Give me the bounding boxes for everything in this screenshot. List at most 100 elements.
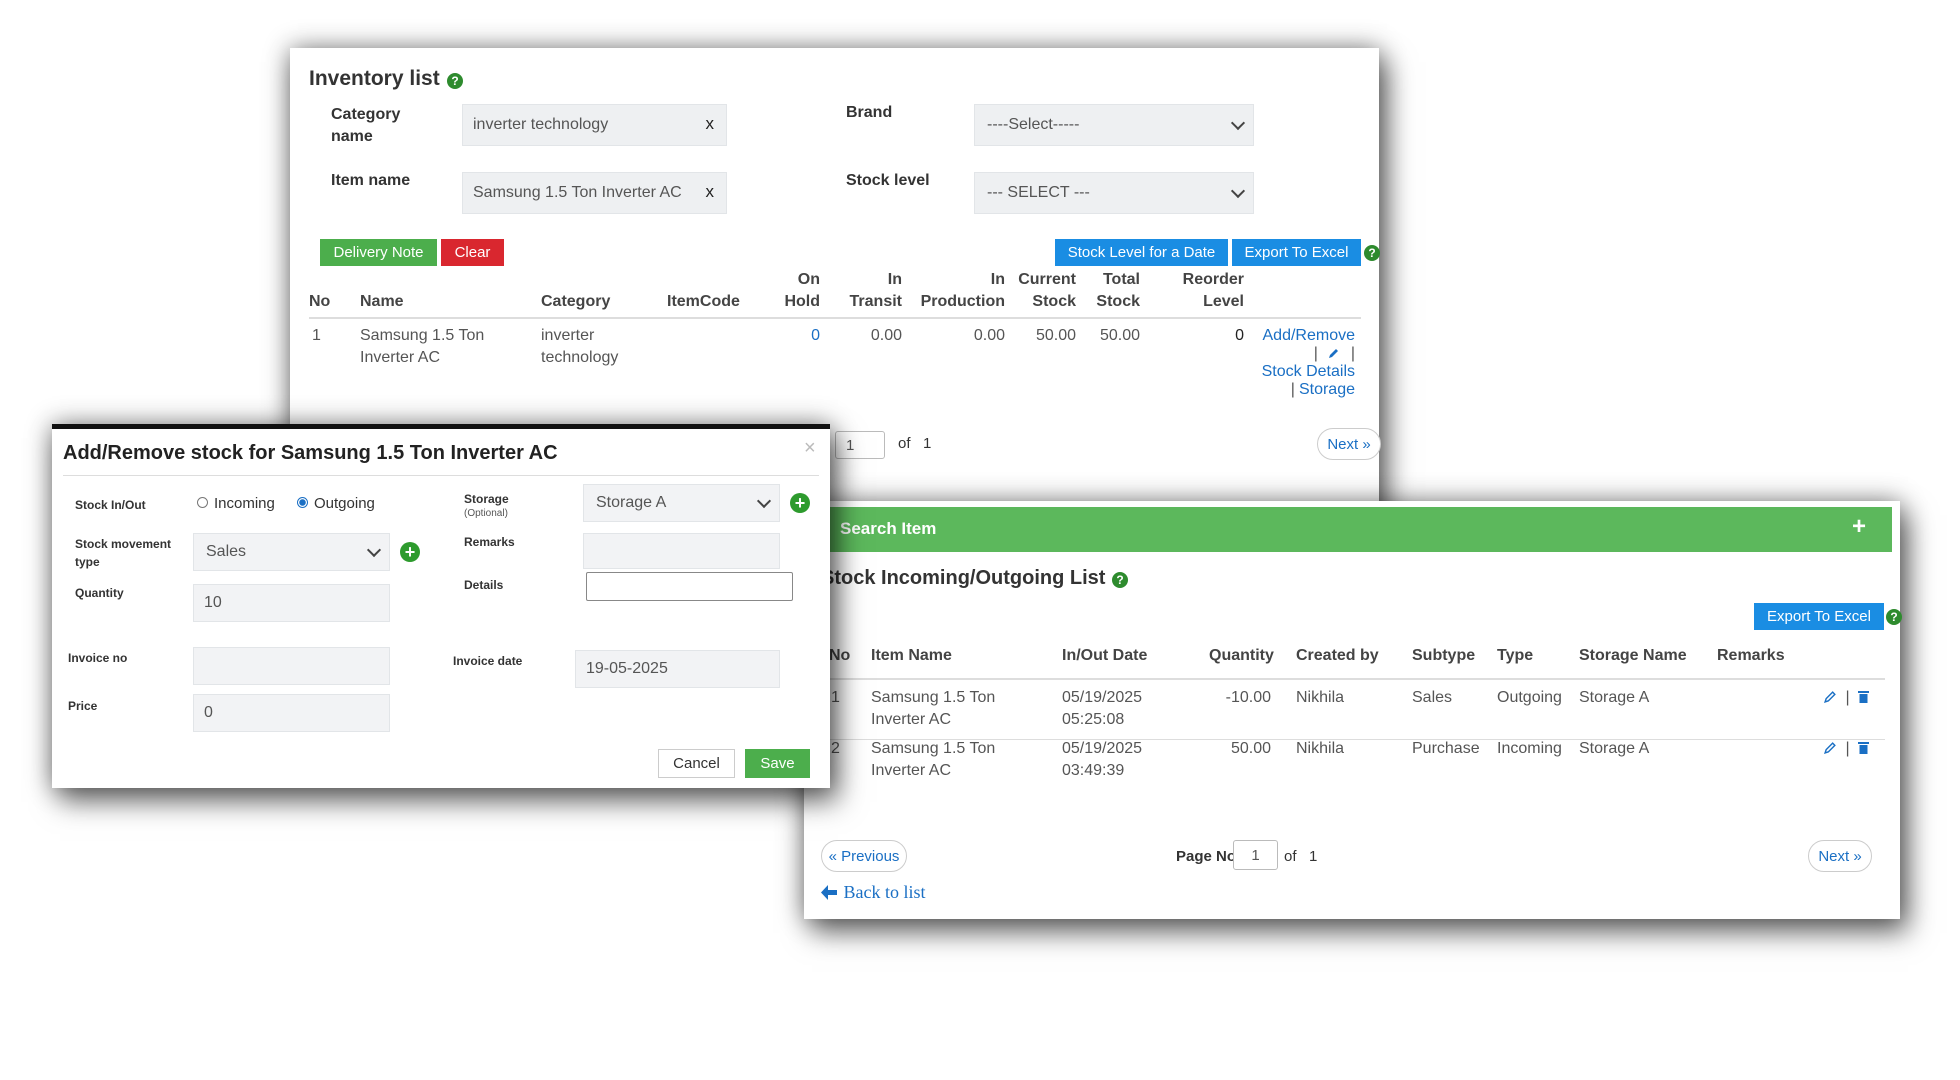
pencil-icon[interactable] <box>1328 347 1340 359</box>
clear-button[interactable]: Clear <box>441 239 504 266</box>
help-icon[interactable]: ? <box>1112 572 1128 588</box>
plus-icon[interactable]: + <box>1851 513 1866 540</box>
modal-divider <box>63 475 819 476</box>
price-field[interactable]: 0 <box>193 694 390 732</box>
storage-select-value: Storage A <box>596 494 667 511</box>
page-number-input[interactable]: 1 <box>1233 840 1278 870</box>
search-item-header[interactable]: Search Item + <box>812 507 1892 552</box>
col-no: No <box>309 293 331 310</box>
export-excel-button[interactable]: Export To Excel <box>1232 239 1361 266</box>
row-subtype: Purchase <box>1412 740 1480 757</box>
storage-optional-label: (Optional) <box>464 508 508 519</box>
row-storage: Storage A <box>1579 689 1650 706</box>
help-icon[interactable]: ? <box>1364 245 1380 261</box>
category-value: inverter technology <box>473 116 609 133</box>
quantity-field[interactable]: 10 <box>193 584 390 622</box>
back-to-list-link[interactable]: Back to list <box>821 882 926 903</box>
remarks-label: Remarks <box>464 535 515 549</box>
modal-title: Add/Remove stock for Samsung 1.5 Ton Inv… <box>63 442 558 464</box>
help-icon[interactable]: ? <box>1886 609 1902 625</box>
row-quantity: -10.00 <box>1225 689 1271 706</box>
row-date: 05/19/2025 05:25:08 <box>1062 689 1143 728</box>
col-current-stock: Current Stock <box>1018 271 1076 310</box>
of-label: of 1 <box>1284 848 1318 865</box>
add-storage-icon[interactable]: + <box>790 493 810 513</box>
inventory-next-button[interactable]: Next » <box>1317 428 1381 460</box>
item-name-field[interactable]: Samsung 1.5 Ton Inverter AC x <box>462 172 727 214</box>
back-to-list-label: Back to list <box>843 882 926 902</box>
price-value: 0 <box>204 704 213 721</box>
chevron-down-icon <box>756 493 772 509</box>
row-quantity: 50.00 <box>1230 740 1271 757</box>
cancel-button[interactable]: Cancel <box>658 749 735 778</box>
outgoing-label: Outgoing <box>314 495 375 512</box>
page-value: 1 <box>846 436 855 454</box>
help-icon[interactable]: ? <box>447 73 463 89</box>
movement-type-select[interactable]: Sales <box>193 533 390 571</box>
storage-link[interactable]: Storage <box>1298 381 1355 398</box>
arrow-left-icon <box>821 885 837 900</box>
row-date: 05/19/2025 03:49:39 <box>1062 740 1143 779</box>
incoming-label: Incoming <box>214 495 275 512</box>
col-inout-date: In/Out Date <box>1062 647 1148 664</box>
add-movement-type-icon[interactable]: + <box>400 542 420 562</box>
page-value: 1 <box>1251 846 1260 864</box>
outgoing-radio[interactable]: Outgoing <box>297 495 375 512</box>
save-button[interactable]: Save <box>745 749 810 778</box>
col-onhold: On Hold <box>784 271 820 310</box>
close-icon[interactable]: × <box>804 437 816 459</box>
previous-button[interactable]: « Previous <box>821 840 907 872</box>
col-total-stock: Total Stock <box>1096 271 1140 310</box>
chevron-down-icon <box>366 542 382 558</box>
pencil-icon[interactable] <box>1823 741 1837 755</box>
inventory-page-input[interactable]: 1 <box>835 431 885 459</box>
category-field[interactable]: inverter technology x <box>462 104 727 146</box>
trash-icon[interactable] <box>1858 690 1870 703</box>
stock-level-select[interactable]: --- SELECT --- <box>974 172 1254 214</box>
delivery-note-button[interactable]: Delivery Note <box>320 239 437 266</box>
row-item-name: Samsung 1.5 Ton Inverter AC <box>871 689 996 728</box>
header-divider <box>309 317 1361 319</box>
radio-button[interactable] <box>297 496 308 508</box>
next-button[interactable]: Next » <box>1808 840 1872 872</box>
sep: | <box>1313 345 1318 362</box>
row-total-stock: 50.00 <box>1099 327 1140 344</box>
col-no: No <box>829 647 851 664</box>
incoming-radio[interactable]: Incoming <box>197 495 275 512</box>
stock-level-label: Stock level <box>846 172 930 189</box>
pencil-icon[interactable] <box>1823 690 1837 704</box>
invoice-date-value: 19-05-2025 <box>586 660 668 677</box>
add-remove-link[interactable]: Add/Remove <box>1262 327 1356 344</box>
row-onhold-link[interactable]: 0 <box>811 327 820 344</box>
invoice-date-field[interactable]: 19-05-2025 <box>575 650 780 688</box>
stock-export-excel-button[interactable]: Export To Excel <box>1754 603 1884 630</box>
stock-details-link[interactable]: Stock Details <box>1261 363 1355 380</box>
storage-select[interactable]: Storage A <box>583 484 780 522</box>
stock-level-select-value: --- SELECT --- <box>987 184 1090 201</box>
invoice-no-field[interactable] <box>193 647 390 685</box>
movement-type-value: Sales <box>206 543 247 560</box>
stock-level-date-button[interactable]: Stock Level for a Date <box>1055 239 1228 266</box>
col-quantity: Quantity <box>1209 647 1274 664</box>
col-remarks: Remarks <box>1717 647 1785 664</box>
clear-category-icon[interactable]: x <box>705 114 715 133</box>
movement-type-label: Stock movement type <box>75 537 172 569</box>
page-title: Inventory list <box>309 67 440 90</box>
sep: | <box>1845 689 1850 706</box>
price-label: Price <box>68 699 98 713</box>
brand-select[interactable]: ----Select----- <box>974 104 1254 146</box>
item-name-value: Samsung 1.5 Ton Inverter AC <box>473 184 682 201</box>
col-itemcode: ItemCode <box>667 293 740 310</box>
add-remove-modal: Add/Remove stock for Samsung 1.5 Ton Inv… <box>52 424 830 788</box>
trash-icon[interactable] <box>1858 741 1870 754</box>
quantity-value: 10 <box>204 594 222 611</box>
remarks-field[interactable] <box>583 533 780 569</box>
details-field[interactable] <box>586 572 793 601</box>
stock-list-title: Stock Incoming/Outgoing List <box>821 567 1106 589</box>
radio-button[interactable] <box>197 496 208 508</box>
row-item-name: Samsung 1.5 Ton Inverter AC <box>871 740 996 779</box>
clear-item-icon[interactable]: x <box>705 182 715 201</box>
storage-label: Storage <box>464 492 509 506</box>
col-storage-name: Storage Name <box>1579 647 1687 664</box>
row-created-by: Nikhila <box>1296 689 1345 706</box>
